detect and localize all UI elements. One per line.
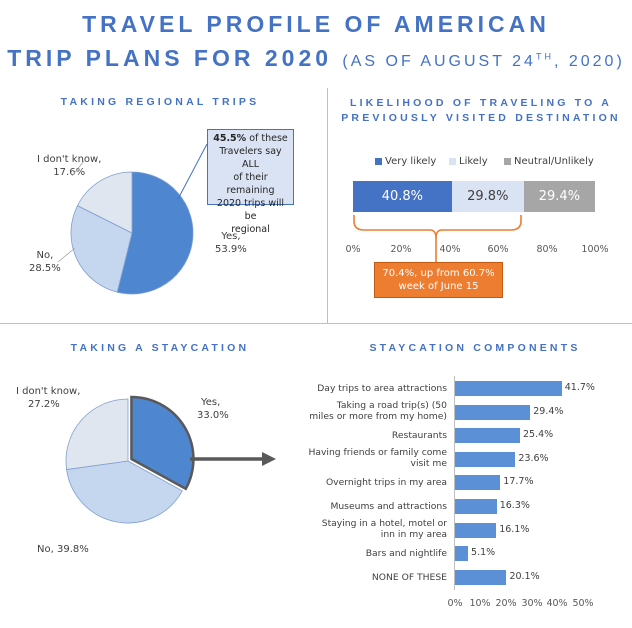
likelihood-xtick: 60% — [487, 244, 509, 255]
component-value-label: 16.3% — [499, 500, 530, 511]
legend-very-likely: Very likely — [375, 156, 436, 167]
staycation-no-label: No, 39.8% — [37, 544, 89, 555]
date-note: (AS OF AUGUST 24TH, 2020) — [342, 51, 625, 70]
pie-slice-dontknow — [76, 171, 133, 234]
component-value-label: 41.7% — [564, 382, 595, 393]
orange-callout: 70.4%, up from 60.7% week of June 15 — [374, 262, 503, 298]
regional-no-label: No, 28.5% — [29, 250, 61, 274]
component-bar — [455, 499, 497, 514]
component-value-label: 17.7% — [503, 476, 534, 488]
component-value-label: 20.1% — [509, 570, 540, 582]
components-xtick: 10% — [469, 598, 491, 609]
regional-dontknow-label: I don't know, 17.6% — [37, 154, 102, 178]
components-xtick: 50% — [572, 598, 594, 609]
bar-very-likely: 40.8% — [353, 181, 452, 212]
component-bar — [455, 381, 562, 396]
components-axis — [454, 376, 455, 590]
page-subtitle: TRIP PLANS FOR 2020 (AS OF AUGUST 24TH, … — [7, 45, 625, 71]
components-xtick: 0% — [447, 598, 463, 609]
component-category-label: Having friends or family come visit me — [308, 446, 447, 469]
staycation-dontknow-label: I don't know, 27.2% — [16, 386, 81, 410]
components-xtick: 20% — [495, 598, 517, 609]
pie-slice-dontknow — [65, 398, 129, 470]
component-category-label: Staying in a hotel, motel or inn in my ar… — [321, 517, 447, 540]
pie-slice-yes — [116, 171, 194, 295]
bar-neutral: 29.4% — [523, 181, 595, 212]
staycation-yes-label: Yes, 33.0% — [197, 397, 229, 421]
component-category-label: Taking a road trip(s) (50 miles or more f… — [309, 399, 447, 422]
legend-likely: Likely — [449, 156, 488, 167]
regional-yes-label: Yes, 53.9% — [215, 231, 247, 255]
component-value-label: 29.4% — [533, 405, 564, 417]
component-bar — [455, 475, 501, 491]
likelihood-xtick: 80% — [536, 244, 558, 255]
legend-neutral: Neutral/Unlikely — [504, 156, 594, 167]
regional-callout: 45.5% of these Travelers say ALL of thei… — [207, 129, 294, 235]
component-category-label: Museums and attractions — [330, 501, 447, 512]
component-category-label: Restaurants — [391, 430, 447, 442]
component-value-label: 5.1% — [471, 547, 496, 559]
pie-slice-yes — [130, 395, 195, 491]
component-value-label: 23.6% — [518, 452, 549, 464]
component-value-label: 16.1% — [499, 523, 530, 535]
pie-slice-no — [66, 460, 183, 524]
likelihood-title: LIKELIHOOD OF TRAVELING TO A PREVIOUSLY V… — [341, 97, 621, 124]
component-value-label: 25.4% — [523, 429, 554, 441]
components-title: STAYCATION COMPONENTS — [369, 342, 581, 354]
component-category-label: Bars and nightlife — [365, 548, 447, 560]
bar-likely: 29.8% — [451, 181, 524, 212]
component-category-label: Overnight trips in my area — [325, 477, 447, 489]
staycation-title: TAKING A STAYCATION — [70, 342, 250, 354]
component-bar — [455, 546, 469, 562]
divider-horizontal — [0, 323, 632, 324]
likelihood-xtick: 100% — [581, 244, 609, 255]
component-bar — [455, 428, 521, 444]
divider-vertical — [327, 88, 328, 323]
likelihood-xtick: 40% — [439, 244, 461, 255]
component-category-label: NONE OF THESE — [371, 571, 447, 583]
component-bar — [455, 404, 531, 420]
likelihood-xtick: 0% — [345, 244, 361, 255]
component-category-label: Day trips to area attractions — [317, 383, 447, 394]
pie-slice-no — [70, 205, 133, 293]
likelihood-xtick: 20% — [390, 244, 412, 255]
regional-trips-pie — [70, 171, 194, 295]
staycation-pie — [65, 395, 195, 524]
component-bar — [455, 569, 507, 585]
components-xtick: 40% — [546, 598, 568, 609]
components-xtick: 30% — [521, 598, 543, 609]
component-bar — [455, 451, 516, 467]
component-bar — [455, 522, 497, 538]
regional-trips-title: TAKING REGIONAL TRIPS — [60, 96, 260, 108]
page-title: TRAVEL PROFILE OF AMERICAN — [82, 11, 550, 37]
